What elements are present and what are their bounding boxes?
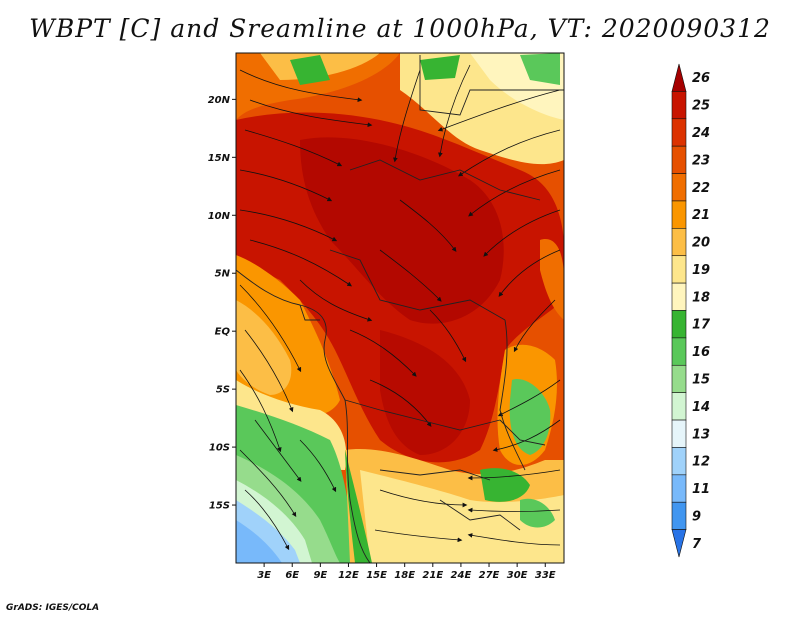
colorbar-label: 11	[692, 482, 710, 497]
colorbar-label: 20	[692, 236, 710, 251]
wbpt-field	[236, 53, 564, 563]
colorbar-swatch	[671, 228, 687, 257]
lat-tick-label: 15N	[208, 153, 231, 164]
colorbar-swatch	[671, 447, 687, 476]
lon-tick-label: 3E	[257, 570, 271, 581]
lat-tick-label: EQ	[215, 327, 231, 338]
latitude-axis: 20N 15N 10N 5N EQ 5S 10S 15S	[208, 95, 236, 512]
colorbar-swatch	[671, 255, 687, 284]
lon-tick-label: 12E	[338, 570, 359, 581]
colorbar-swatch	[671, 337, 687, 366]
footer-credit: GrADS: IGES/COLA	[6, 603, 100, 613]
lon-tick-label: 33E	[535, 570, 556, 581]
lat-tick-label: 10N	[208, 211, 231, 222]
colorbar-label: 9	[692, 509, 701, 524]
lat-tick-label: 20N	[208, 95, 231, 106]
colorbar-label: 21	[692, 208, 710, 223]
colorbar-label: 22	[692, 181, 710, 196]
country-borders	[236, 55, 564, 563]
streamlines	[239, 64, 561, 551]
colorbar-label: 17	[692, 318, 711, 333]
colorbar-label: 19	[692, 263, 710, 278]
colorbar-label: 12	[692, 455, 710, 470]
colorbar-swatch	[671, 419, 687, 448]
lon-tick-label: 21E	[422, 570, 443, 581]
lat-tick-label: 10S	[209, 443, 230, 454]
colorbar-swatch	[671, 310, 687, 339]
colorbar-swatch	[671, 474, 687, 503]
colorbar-swatch	[671, 282, 687, 311]
colorbar: 26 25 24 23 22 21 20 19 18 17 16 15 14 13 12 11 9 7	[671, 63, 711, 558]
colorbar-label: 7	[692, 537, 702, 552]
lat-tick-label: 5N	[215, 269, 231, 280]
lat-tick-label: 5S	[216, 385, 230, 396]
colorbar-label: 26	[692, 71, 710, 86]
lon-tick-label: 6E	[285, 570, 299, 581]
colorbar-label: 14	[692, 400, 710, 415]
map-title: WBPT [C] and Sreamline at 1000hPa, VT: 2…	[29, 14, 771, 43]
colorbar-swatch	[671, 118, 687, 147]
longitude-axis: 3E 6E 9E 12E 15E 18E 21E 24E 27E 30E 33E	[257, 563, 556, 581]
colorbar-swatch	[671, 63, 687, 92]
map-frame	[235, 52, 565, 564]
lon-tick-label: 24E	[451, 570, 472, 581]
colorbar-swatch	[671, 501, 687, 530]
lat-tick-label: 15S	[209, 501, 230, 512]
colorbar-label: 15	[692, 372, 710, 387]
colorbar-swatch	[671, 392, 687, 421]
colorbar-swatch	[671, 529, 687, 558]
lon-tick-label: 18E	[394, 570, 415, 581]
colorbar-label: 18	[692, 290, 710, 305]
lon-tick-label: 30E	[507, 570, 528, 581]
lon-tick-label: 15E	[366, 570, 387, 581]
colorbar-swatch	[671, 145, 687, 174]
lon-tick-label: 9E	[313, 570, 327, 581]
colorbar-swatch	[671, 173, 687, 202]
colorbar-label: 24	[692, 126, 710, 141]
colorbar-swatch	[671, 364, 687, 393]
colorbar-label: 13	[692, 427, 710, 442]
colorbar-label: 23	[692, 153, 710, 168]
colorbar-label: 16	[692, 345, 710, 360]
lon-tick-label: 27E	[479, 570, 500, 581]
colorbar-swatch	[671, 91, 687, 120]
colorbar-swatch	[671, 200, 687, 229]
colorbar-label: 25	[692, 99, 710, 114]
